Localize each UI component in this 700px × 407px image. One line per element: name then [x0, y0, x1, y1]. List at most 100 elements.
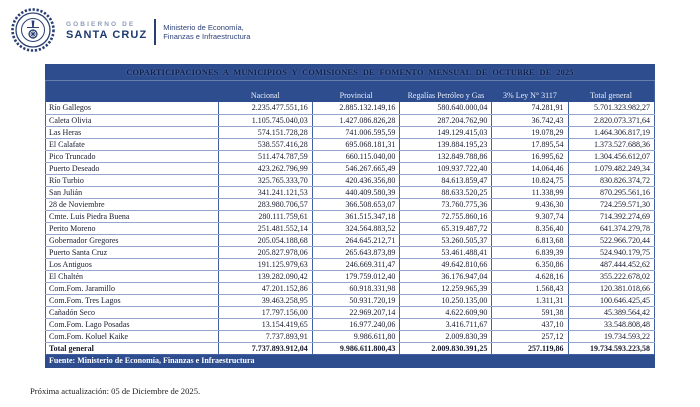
municipality-name-cell: Gobernador Gregores: [45, 234, 219, 247]
municipality-name-cell: Río Turbio: [45, 174, 219, 187]
page: GOBIERNO DE SANTA CRUZ Ministerio de Eco…: [0, 0, 700, 397]
value-cell: 2.885.132.149,16: [312, 102, 401, 115]
value-cell: 7.737.893,91: [218, 330, 313, 343]
next-update-note: Próxima actualización: 05 de Diciembre d…: [30, 386, 201, 397]
value-cell: 72.755.860,16: [399, 210, 493, 223]
brand-government: GOBIERNO DE SANTA CRUZ: [66, 21, 154, 42]
municipality-name-cell: El Chaltén: [45, 270, 219, 283]
municipality-name-cell: Puerto Santa Cruz: [45, 246, 219, 259]
table-row: 28 de Noviembre 283.980.706,57 366.508.653…: [45, 198, 655, 211]
total-row: Total general 7.737.893.912,04 9.986.611.8…: [45, 341, 655, 354]
value-cell: 100.646.425,45: [568, 294, 655, 307]
table-title: COPARTICIPACIONES A MUNICIPIOS Y COMISIO…: [45, 64, 655, 81]
value-cell: 280.111.759,61: [218, 210, 313, 223]
value-cell: 361.515.347,18: [312, 210, 401, 223]
value-cell: 6.839,39: [491, 246, 569, 259]
value-cell: 440.409.580,39: [312, 186, 401, 199]
value-cell: 366.508.653,07: [312, 198, 401, 211]
value-cell: 3.416.711,67: [399, 318, 493, 331]
source-bar: Fuente: Ministerio de Economía, Finanzas…: [45, 354, 655, 369]
value-cell: 36.742,43: [491, 114, 569, 127]
value-cell: 191.125.979,63: [218, 258, 313, 271]
value-cell: 1.304.456.612,07: [568, 150, 655, 163]
table-row: Pico Truncado 511.474.787,59 660.115.040,0…: [45, 150, 655, 163]
value-cell: 13.154.419,65: [218, 318, 313, 331]
municipality-name-cell: Com.Fom. Lago Posadas: [45, 318, 219, 331]
table-row: Com.Fom. Tres Lagos 39.463.258,95 50.931.7…: [45, 294, 655, 307]
value-cell: 17.797.156,00: [218, 306, 313, 319]
municipality-name-cell: Caleta Olivia: [45, 114, 219, 127]
total-label-cell: Total general: [45, 341, 219, 354]
gobierno-de-label: GOBIERNO DE: [66, 21, 136, 29]
value-cell: 341.241.121,53: [218, 186, 313, 199]
value-cell: 325.765.333,70: [218, 174, 313, 187]
value-cell: 132.849.788,86: [399, 150, 493, 163]
municipality-name-cell: Cañadón Seco: [45, 306, 219, 319]
value-cell: 574.151.728,28: [218, 126, 313, 139]
value-cell: 11.338,99: [491, 186, 569, 199]
coparticipaciones-table: Nacional Provincial Regalías Petróleo y …: [45, 81, 655, 355]
ministry-line-2: Finanzas e Infraestructura: [163, 32, 251, 41]
value-cell: 420.436.356,80: [312, 174, 401, 187]
column-header-ley-3117: 3% Ley N° 3117: [491, 81, 568, 102]
value-cell: 6.350,86: [491, 258, 569, 271]
value-cell: 2.235.477.551,16: [218, 102, 313, 115]
table-row: El Chaltén 139.282.090,42 179.759.012,40 36…: [45, 270, 655, 283]
value-cell: 19.734.593,22: [568, 330, 655, 343]
value-cell: 45.389.564,42: [568, 306, 655, 319]
value-cell: 19.078,29: [491, 126, 569, 139]
value-cell: 695.068.181,31: [312, 138, 401, 151]
letterhead: GOBIERNO DE SANTA CRUZ Ministerio de Eco…: [0, 0, 700, 56]
value-cell: 49.642.810,66: [399, 258, 493, 271]
table-row: Com.Fom. Lago Posadas 13.154.419,65 16.977…: [45, 318, 655, 331]
municipality-name-cell: Puerto Deseado: [45, 162, 219, 175]
value-cell: 1.464.306.817,19: [568, 126, 655, 139]
value-cell: 120.381.018,66: [568, 282, 655, 295]
value-cell: 870.295.561,16: [568, 186, 655, 199]
value-cell: 830.826.374,72: [568, 174, 655, 187]
value-cell: 4.628,16: [491, 270, 569, 283]
table-row: Cañadón Seco 17.797.156,00 22.969.207,14 4.…: [45, 306, 655, 319]
value-cell: 591,38: [491, 306, 569, 319]
value-cell: 265.643.873,89: [312, 246, 401, 259]
column-header-regalias: Regalías Petróleo y Gas: [399, 81, 492, 102]
value-cell: 36.176.947,04: [399, 270, 493, 283]
value-cell: 287.204.762,90: [399, 114, 493, 127]
municipality-name-cell: Río Gallegos: [45, 102, 219, 115]
municipality-name-cell: Cmte. Luis Piedra Buena: [45, 210, 219, 223]
value-cell: 1.311,31: [491, 294, 569, 307]
municipality-name-cell: El Calafate: [45, 138, 219, 151]
table-row: El Calafate 538.557.416,28 695.068.181,31 1…: [45, 138, 655, 151]
value-cell: 355.222.678,02: [568, 270, 655, 283]
value-cell: 251.481.552,14: [218, 222, 313, 235]
value-cell: 724.259.571,30: [568, 198, 655, 211]
value-cell: 1.568,43: [491, 282, 569, 295]
value-cell: 246.669.311,47: [312, 258, 401, 271]
table-row: Gobernador Gregores 205.054.188,68 264.645…: [45, 234, 655, 247]
value-cell: 641.374.279,78: [568, 222, 655, 235]
value-cell: 205.054.188,68: [218, 234, 313, 247]
municipality-name-cell: Com.Fom. Koluel Kaike: [45, 330, 219, 343]
santa-cruz-label: SANTA CRUZ: [66, 29, 148, 42]
table-row: Río Gallegos 2.235.477.551,16 2.885.132.14…: [45, 102, 655, 115]
table-row: Cmte. Luis Piedra Buena 280.111.759,61 361…: [45, 210, 655, 223]
value-cell: 16.995,62: [491, 150, 569, 163]
value-cell: 6.813,68: [491, 234, 569, 247]
value-cell: 88.633.520,25: [399, 186, 493, 199]
value-cell: 73.760.775,36: [399, 198, 493, 211]
value-cell: 9.986.611.800,43: [312, 341, 401, 354]
value-cell: 283.980.706,57: [218, 198, 313, 211]
value-cell: 1.105.745.040,03: [218, 114, 313, 127]
value-cell: 139.884.195,23: [399, 138, 493, 151]
value-cell: 437,10: [491, 318, 569, 331]
value-cell: 2.009.830.391,25: [399, 341, 493, 354]
value-cell: 522.966.720,44: [568, 234, 655, 247]
value-cell: 423.262.796,99: [218, 162, 313, 175]
value-cell: 22.969.207,14: [312, 306, 401, 319]
municipality-name-cell: 28 de Noviembre: [45, 198, 219, 211]
value-cell: 511.474.787,59: [218, 150, 313, 163]
table-row: San Julián 341.241.121,53 440.409.580,39 88…: [45, 186, 655, 199]
brand-divider: [154, 19, 157, 45]
table-row: Perito Moreno 251.481.552,14 324.564.883,5…: [45, 222, 655, 235]
value-cell: 50.931.720,19: [312, 294, 401, 307]
